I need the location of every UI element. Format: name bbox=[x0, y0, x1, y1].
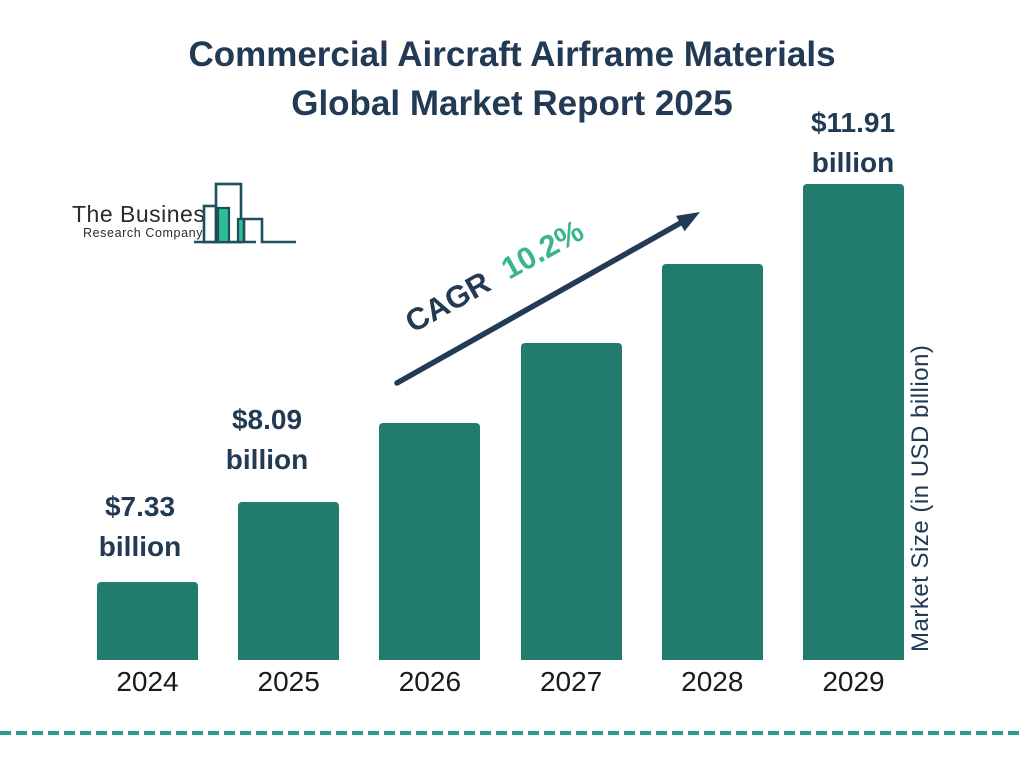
x-axis-label-2025: 2025 bbox=[257, 666, 320, 697]
bar-2028 bbox=[661, 263, 763, 660]
arrow-head-icon bbox=[676, 212, 700, 232]
y-axis-label: Market Size (in USD billion) bbox=[907, 344, 934, 652]
logo-text: The Business Research Company bbox=[72, 202, 217, 240]
bar-2024 bbox=[97, 582, 198, 660]
x-axis-label-2028: 2028 bbox=[681, 666, 744, 697]
cagr-annotation: CAGR 10.2% bbox=[386, 206, 608, 357]
company-logo: The Business Research Company bbox=[70, 176, 300, 248]
title-line-1: Commercial Aircraft Airframe Materials bbox=[188, 35, 836, 74]
value-label-2025: $8.09 billion bbox=[177, 400, 357, 480]
value-label-unit: billion bbox=[98, 531, 182, 562]
cagr-value: 10.2% bbox=[495, 212, 590, 287]
bar-2027 bbox=[520, 343, 622, 660]
value-label-2024: $7.33 billion bbox=[50, 487, 230, 567]
value-label-unit: billion bbox=[225, 444, 309, 475]
x-axis-label-2029: 2029 bbox=[822, 666, 885, 697]
value-label-unit: billion bbox=[811, 147, 895, 178]
x-axis-label-2024: 2024 bbox=[116, 666, 179, 697]
logo-subname: Research Company bbox=[83, 226, 204, 240]
bar-2026 bbox=[379, 422, 481, 660]
value-label-2029: $11.91 billion bbox=[763, 103, 943, 183]
title-line-2: Global Market Report 2025 bbox=[291, 84, 733, 123]
page-title: Commercial Aircraft Airframe Materials G… bbox=[0, 30, 1024, 128]
bar-2029 bbox=[803, 184, 904, 660]
value-label-amount: $11.91 bbox=[810, 107, 896, 138]
logo-bar-chart-icon bbox=[194, 182, 296, 244]
bar-2025 bbox=[238, 502, 340, 660]
logo-name: The Business bbox=[72, 201, 218, 227]
cagr-label: CAGR bbox=[399, 264, 497, 340]
x-axis-label-2026: 2026 bbox=[398, 666, 462, 697]
value-label-amount: $8.09 bbox=[231, 404, 303, 435]
x-axis-label-2027: 2027 bbox=[539, 666, 603, 697]
value-label-amount: $7.33 bbox=[104, 491, 176, 522]
bottom-dashed-line bbox=[0, 731, 1024, 735]
